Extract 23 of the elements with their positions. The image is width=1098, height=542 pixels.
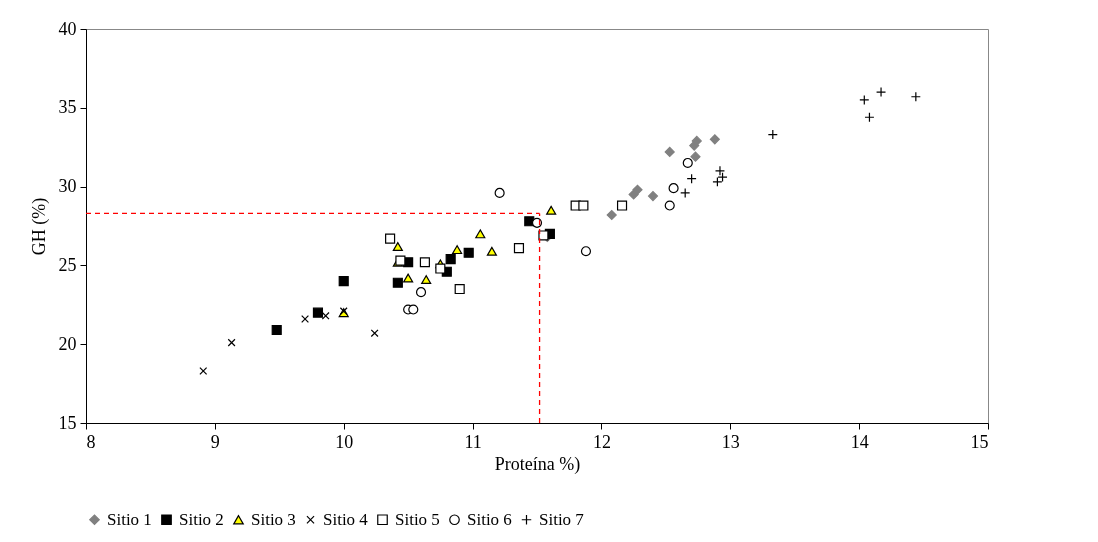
y-tick-label: 30 — [58, 176, 77, 197]
legend-label: Sitio 2 — [179, 509, 224, 529]
x-tick-label: 10 — [335, 431, 354, 452]
x-tick-label: 12 — [592, 431, 611, 452]
x-tick-label: 11 — [464, 431, 482, 452]
y-tick-label: 40 — [58, 18, 77, 39]
x-axis-title: Proteína %) — [494, 453, 581, 475]
y-axis-title: GH (%) — [28, 197, 50, 256]
y-tick-label: 20 — [58, 333, 77, 354]
x-tick-label: 8 — [86, 431, 96, 452]
y-tick-label: 35 — [58, 97, 77, 118]
x-tick-label: 14 — [850, 431, 869, 452]
legend-label: Sitio 5 — [395, 509, 440, 529]
legend-label: Sitio 6 — [467, 509, 512, 529]
y-tick-label: 25 — [58, 254, 77, 275]
legend-label: Sitio 7 — [539, 509, 585, 529]
legend-label: Sitio 4 — [323, 509, 369, 529]
x-tick-label: 15 — [970, 431, 989, 452]
legend-label: Sitio 1 — [107, 509, 152, 529]
legend-label: Sitio 3 — [251, 509, 296, 529]
x-tick-label: 9 — [210, 431, 220, 452]
x-tick-label: 13 — [721, 431, 740, 452]
y-tick-label: 15 — [58, 412, 77, 433]
